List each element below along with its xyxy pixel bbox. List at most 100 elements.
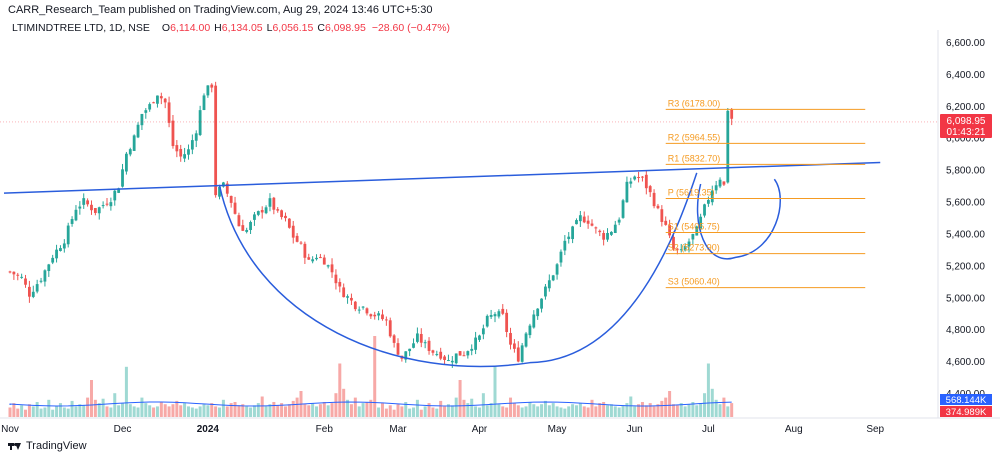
volume-bar — [280, 403, 284, 417]
candle-body — [392, 335, 396, 343]
candle-body — [439, 351, 443, 359]
volume-bar — [86, 397, 90, 417]
volume-bar — [194, 408, 198, 417]
candle-body — [12, 271, 16, 275]
volume-bar — [730, 403, 734, 417]
candle-body — [307, 257, 311, 260]
volume-bar — [338, 363, 342, 417]
volume-bar — [567, 406, 571, 417]
candle-body — [629, 181, 633, 184]
volume-bar — [396, 404, 400, 417]
candle-body — [474, 337, 477, 350]
candle-body — [493, 314, 497, 317]
volume-bar — [27, 404, 31, 417]
candle-body — [225, 183, 229, 194]
candle-body — [419, 333, 423, 343]
volume-bar — [415, 399, 419, 417]
volume-bar — [109, 407, 113, 417]
volume-bar — [400, 406, 404, 417]
volume-bar — [671, 404, 675, 417]
price-chart[interactable]: 6,600.00 6,400.00 6,200.00 6,000.00 5,800.00… — [0, 0, 1000, 440]
volume-bar — [419, 409, 423, 417]
candle-body — [78, 206, 82, 209]
candle-body — [497, 311, 501, 317]
volume-bar — [225, 406, 229, 417]
candle-body — [187, 149, 190, 155]
volume-bar — [439, 400, 443, 417]
volume-bar — [35, 402, 39, 417]
volume-bar — [43, 407, 47, 417]
volume-bar — [629, 396, 633, 417]
volume-bar — [315, 406, 319, 417]
candle-body — [237, 215, 241, 227]
high-label: H — [214, 22, 222, 34]
volume-bar — [202, 404, 206, 417]
candle-body — [408, 348, 412, 352]
candle-body — [679, 249, 683, 251]
candle-body — [144, 110, 148, 113]
candle-body — [695, 226, 699, 236]
volume-bar — [726, 406, 730, 417]
volume-bar — [260, 396, 264, 417]
candle-body — [447, 360, 450, 362]
candle-body — [93, 208, 97, 213]
x-tick-label: Mar — [389, 424, 407, 435]
candle-body — [74, 209, 78, 221]
volume-bar — [252, 405, 256, 417]
candle-body — [175, 145, 179, 152]
volume-bar — [547, 405, 551, 417]
volume-bar — [412, 407, 416, 417]
candle-body — [602, 233, 606, 240]
volume-bar — [152, 407, 156, 417]
candle-body — [384, 319, 388, 321]
cup-pattern-curve — [218, 172, 698, 368]
candle-body — [691, 233, 695, 240]
candle-body — [167, 102, 171, 123]
candle-body — [699, 216, 703, 229]
candle-body — [322, 257, 326, 265]
candle-body — [505, 312, 509, 333]
volume-bar — [291, 400, 295, 417]
candle-body — [621, 200, 625, 218]
volume-bar — [384, 408, 388, 417]
low-value: 6,056.15 — [272, 22, 314, 34]
candle-body — [594, 227, 598, 229]
symbol-label[interactable]: LTIMINDTREE LTD, 1D, NSE — [12, 22, 150, 34]
candle-body — [590, 223, 594, 226]
volume-bar — [74, 406, 78, 417]
volume-bar — [334, 393, 338, 417]
candle-body — [353, 301, 357, 310]
volume-bar — [206, 405, 210, 417]
volume-bar — [198, 406, 202, 417]
candle-body — [31, 291, 35, 297]
volume-bar — [326, 405, 330, 417]
candles — [8, 81, 734, 368]
candle-body — [443, 356, 446, 360]
candle-body — [171, 120, 175, 147]
candle-body — [660, 209, 664, 222]
volume-bar — [51, 409, 55, 417]
volume-bar — [559, 407, 563, 417]
volume-bar — [509, 397, 513, 417]
y-tick-label: 6,400.00 — [946, 70, 985, 81]
volume-bar — [82, 405, 86, 417]
last-price-value: 6,098.95 — [947, 116, 986, 127]
y-tick-label: 6,200.00 — [946, 102, 985, 113]
volume-bar — [179, 405, 183, 417]
candle-body — [97, 207, 101, 214]
volume-bar — [190, 407, 194, 417]
candle-body — [284, 215, 287, 219]
pivot-label: P (5619.35) — [668, 187, 715, 197]
volume-bar — [349, 404, 353, 417]
close-label: C — [317, 22, 325, 34]
volume-bar — [543, 400, 547, 417]
candle-body — [714, 185, 718, 191]
pivot-label: R1 (5832.70) — [668, 153, 721, 163]
volume-bar — [582, 406, 586, 417]
candle-body — [272, 197, 276, 210]
volume-bar — [31, 406, 35, 417]
candle-body — [633, 176, 637, 180]
y-tick-label: 5,600.00 — [946, 198, 985, 209]
volume-bar — [186, 406, 190, 417]
candle-body — [365, 308, 369, 314]
